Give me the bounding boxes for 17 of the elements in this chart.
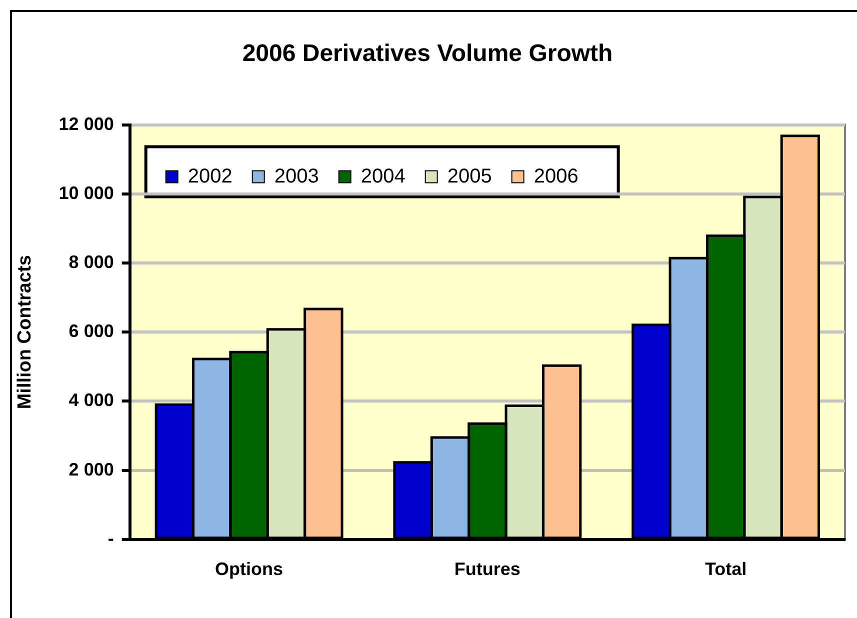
- x-tick-label: Options: [215, 559, 284, 580]
- legend-label: 2006: [534, 165, 578, 188]
- y-tick-label: -: [108, 528, 114, 548]
- y-axis-title: Million Contracts: [14, 255, 36, 410]
- y-tick-label: 10 000: [58, 182, 114, 203]
- legend-label: 2005: [447, 165, 492, 188]
- x-tick-label: Futures: [454, 559, 520, 580]
- y-tick-label: 2 000: [68, 459, 114, 480]
- x-tick-label: Total: [704, 559, 747, 580]
- legend-label: 2004: [360, 165, 406, 188]
- y-tick-label: 8 000: [68, 252, 114, 272]
- legend-label: 2003: [274, 165, 319, 188]
- y-tick-label: 6 000: [68, 321, 114, 342]
- chart-title: 2006 Derivatives Volume Growth: [242, 40, 613, 68]
- y-tick-label: 4 000: [68, 390, 114, 410]
- legend-label: 2002: [188, 165, 232, 188]
- y-tick-label: 12 000: [58, 114, 114, 134]
